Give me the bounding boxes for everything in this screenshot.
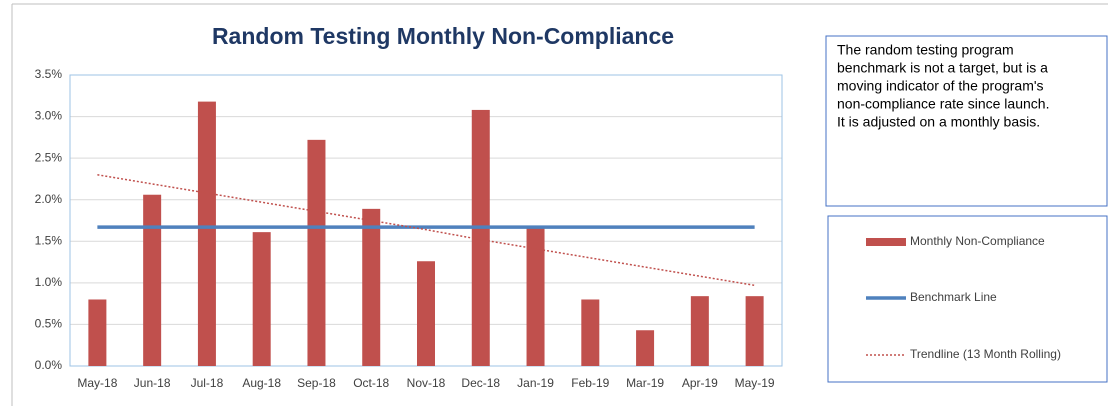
bar bbox=[307, 139, 326, 366]
x-tick-label: Sep-18 bbox=[297, 376, 336, 390]
annotation-line: non-compliance rate since launch. bbox=[837, 96, 1049, 112]
bar bbox=[690, 296, 709, 366]
x-tick-label: Jul-18 bbox=[191, 376, 224, 390]
bar bbox=[143, 194, 162, 366]
x-tick-label: May-18 bbox=[77, 376, 117, 390]
annotation-line: benchmark is not a target, but is a bbox=[837, 60, 1048, 76]
x-tick-label: Jan-19 bbox=[517, 376, 554, 390]
x-tick-label: Oct-18 bbox=[353, 376, 389, 390]
x-tick-label: Jun-18 bbox=[134, 376, 171, 390]
bar bbox=[471, 109, 490, 367]
x-tick-label: Aug-18 bbox=[242, 376, 281, 390]
chart-title: Random Testing Monthly Non-Compliance bbox=[212, 23, 674, 49]
y-tick-label: 0.0% bbox=[35, 358, 63, 372]
y-tick-label: 0.5% bbox=[35, 317, 63, 331]
y-tick-label: 1.5% bbox=[35, 233, 63, 247]
y-tick-label: 3.0% bbox=[35, 109, 63, 123]
y-tick-label: 2.5% bbox=[35, 150, 63, 164]
x-tick-label: Mar-19 bbox=[626, 376, 664, 390]
legend-label: Monthly Non-Compliance bbox=[910, 234, 1045, 248]
y-tick-label: 1.0% bbox=[35, 275, 63, 289]
bar bbox=[526, 227, 545, 366]
legend-label: Benchmark Line bbox=[910, 290, 997, 304]
bar bbox=[88, 299, 107, 366]
y-tick-label: 2.0% bbox=[35, 192, 63, 206]
x-tick-label: Apr-19 bbox=[682, 376, 718, 390]
legend-label: Trendline (13 Month Rolling) bbox=[910, 347, 1061, 361]
series-line bbox=[97, 174, 755, 287]
annotation-line: moving indicator of the program's bbox=[837, 78, 1044, 94]
x-tick-label: Feb-19 bbox=[571, 376, 609, 390]
x-tick-label: Nov-18 bbox=[407, 376, 446, 390]
y-tick-label: 3.5% bbox=[35, 67, 63, 81]
bar bbox=[252, 232, 271, 366]
annotation-line: The random testing program bbox=[837, 42, 1014, 58]
bar bbox=[636, 330, 655, 366]
annotation-box bbox=[825, 35, 1108, 207]
bar bbox=[362, 208, 381, 366]
x-tick-label: Dec-18 bbox=[461, 376, 500, 390]
x-tick-label: May-19 bbox=[735, 376, 775, 390]
annotation-line: It is adjusted on a monthly basis. bbox=[837, 114, 1040, 130]
bar bbox=[197, 101, 216, 366]
bar bbox=[417, 261, 435, 366]
bar bbox=[581, 299, 600, 366]
legend-swatch bbox=[866, 238, 906, 246]
bar bbox=[745, 296, 764, 366]
